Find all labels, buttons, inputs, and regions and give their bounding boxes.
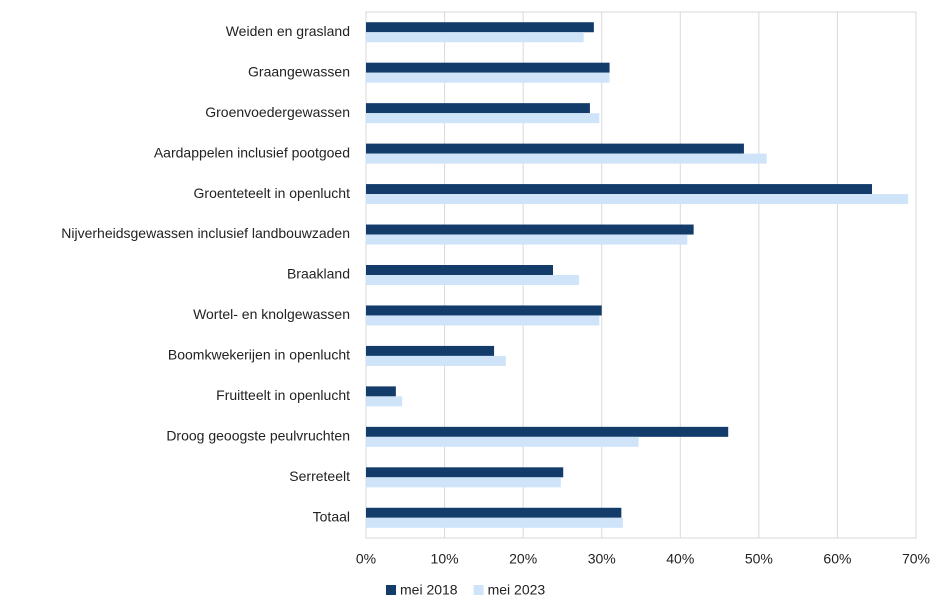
bar: [366, 386, 396, 397]
bar: [366, 153, 767, 164]
x-tick-label: 40%: [666, 551, 694, 567]
legend-swatch: [473, 585, 484, 595]
y-tick-label: Graangewassen: [248, 63, 350, 79]
bar: [366, 194, 909, 205]
bar: [366, 234, 688, 245]
bar: [366, 305, 602, 316]
bar: [366, 143, 744, 154]
y-tick-label: Fruitteelt in openlucht: [216, 387, 350, 403]
bar: [366, 467, 564, 478]
x-tick-label: 10%: [431, 551, 459, 567]
bar: [366, 113, 600, 124]
bar: [366, 396, 403, 407]
legend-swatch: [386, 585, 396, 595]
x-tick-label: 0%: [356, 551, 376, 567]
y-tick-label: Droog geoogste peulvruchten: [166, 428, 350, 444]
y-tick-label: Totaal: [313, 508, 350, 524]
y-tick-label: Aardappelen inclusief pootgoed: [154, 144, 350, 160]
x-tick-label: 60%: [823, 551, 851, 567]
bar: [366, 22, 594, 33]
bar: [366, 275, 579, 285]
x-tick-label: 50%: [745, 551, 773, 567]
x-tick-label: 20%: [509, 551, 537, 567]
y-tick-label: Wortel- en knolgewassen: [193, 306, 350, 322]
y-tick-label: Serreteelt: [289, 468, 350, 484]
y-tick-label: Groenvoedergewassen: [205, 104, 350, 120]
bar: [366, 355, 506, 366]
legend-label: mei 2018: [400, 582, 458, 598]
legend-label: mei 2023: [488, 582, 546, 598]
bar: [366, 224, 694, 235]
bar: [366, 103, 590, 114]
bar: [366, 62, 610, 73]
bar: [366, 265, 553, 275]
bar: [366, 32, 584, 43]
y-tick-label: Groenteteelt in openlucht: [194, 185, 351, 201]
bar: [366, 517, 623, 528]
bar: [366, 345, 495, 356]
y-tick-label: Nijverheidsgewassen inclusief landbouwza…: [61, 225, 350, 241]
y-tick-label: Weiden en grasland: [226, 23, 350, 39]
bar: [366, 426, 729, 437]
bar: [366, 72, 610, 83]
x-tick-label: 30%: [588, 551, 616, 567]
bar: [366, 315, 600, 326]
bar: [366, 507, 622, 518]
y-tick-label: Boomkwekerijen in openlucht: [168, 347, 350, 363]
y-tick-label: Braakland: [287, 266, 350, 282]
bar: [366, 184, 872, 195]
x-tick-label: 70%: [902, 551, 930, 567]
bar: [366, 477, 561, 488]
bar: [366, 436, 639, 447]
